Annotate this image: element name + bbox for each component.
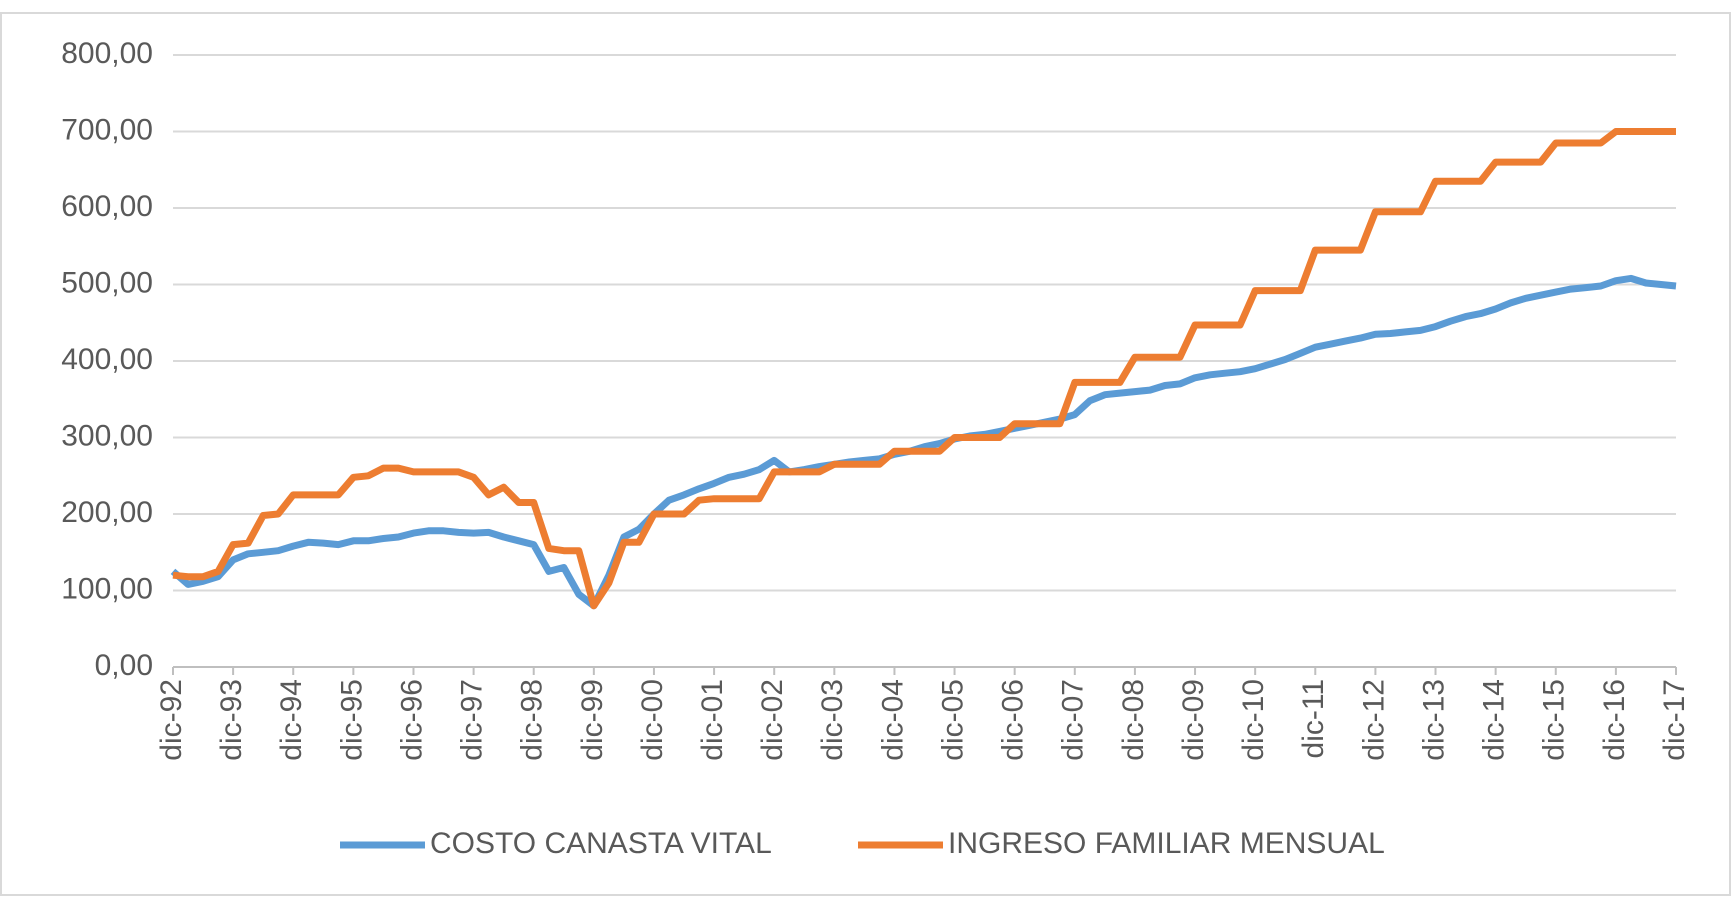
x-tick-label: dic-96 <box>395 679 428 761</box>
x-tick-label: dic-10 <box>1237 679 1270 761</box>
x-tick-label: dic-13 <box>1417 679 1450 761</box>
y-tick-label: 200,00 <box>61 496 153 529</box>
series-line <box>170 274 1677 610</box>
y-tick-label: 0,00 <box>95 649 153 682</box>
x-tick-label: dic-98 <box>516 679 549 761</box>
x-tick-label: dic-16 <box>1598 679 1631 761</box>
series-line <box>172 128 1676 610</box>
legend-label: COSTO CANASTA VITAL <box>430 827 772 860</box>
x-tick-label: dic-01 <box>696 679 729 761</box>
chart-border <box>0 12 1731 896</box>
x-tick-label: dic-08 <box>1117 679 1150 761</box>
x-tick-label: dic-95 <box>335 679 368 761</box>
y-tick-label: 600,00 <box>61 190 153 223</box>
y-tick-label: 800,00 <box>61 37 153 70</box>
y-tick-label: 700,00 <box>61 113 153 146</box>
y-tick-label: 100,00 <box>61 572 153 605</box>
x-tick-label: dic-12 <box>1357 679 1390 761</box>
x-tick-label: dic-02 <box>756 679 789 761</box>
x-tick-label: dic-94 <box>275 679 308 761</box>
x-tick-label: dic-07 <box>1057 679 1090 761</box>
x-tick-label: dic-05 <box>936 679 969 761</box>
x-tick-label: dic-17 <box>1658 679 1691 761</box>
y-tick-label: 500,00 <box>61 266 153 299</box>
x-tick-label: dic-11 <box>1297 679 1330 758</box>
x-tick-label: dic-09 <box>1177 679 1210 761</box>
x-tick-label: dic-99 <box>576 679 609 761</box>
y-tick-label: 400,00 <box>61 343 153 376</box>
x-tick-label: dic-92 <box>155 679 188 761</box>
x-tick-label: dic-93 <box>215 679 248 761</box>
x-tick-label: dic-97 <box>456 679 489 761</box>
x-tick-label: dic-15 <box>1538 679 1571 761</box>
x-tick-label: dic-03 <box>816 679 849 761</box>
x-tick-label: dic-06 <box>997 679 1030 761</box>
x-tick-label: dic-04 <box>876 679 909 761</box>
x-tick-label: dic-14 <box>1478 679 1511 761</box>
legend-label: INGRESO FAMILIAR MENSUAL <box>948 827 1385 860</box>
x-tick-label: dic-00 <box>636 679 669 761</box>
y-tick-label: 300,00 <box>61 419 153 452</box>
